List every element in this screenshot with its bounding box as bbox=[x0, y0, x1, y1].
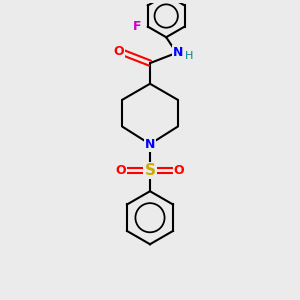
Text: F: F bbox=[133, 20, 142, 33]
Text: S: S bbox=[145, 163, 155, 178]
Text: N: N bbox=[173, 46, 183, 59]
Text: N: N bbox=[145, 138, 155, 151]
Text: O: O bbox=[173, 164, 184, 177]
Text: O: O bbox=[113, 45, 124, 58]
Text: H: H bbox=[185, 51, 193, 62]
Text: O: O bbox=[116, 164, 127, 177]
